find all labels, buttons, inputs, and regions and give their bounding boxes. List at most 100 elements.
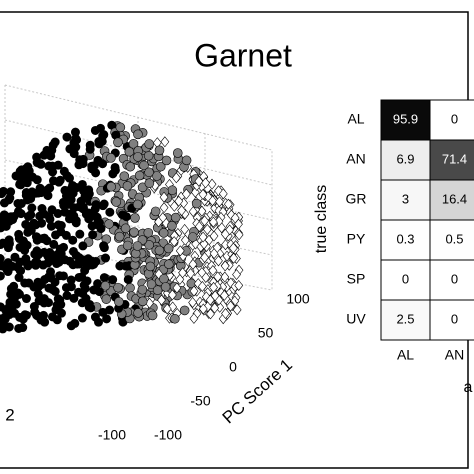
cell-label: 3 [402, 191, 409, 206]
point-decoration [209, 230, 219, 242]
point-decoration [137, 284, 148, 295]
point-decoration [130, 213, 140, 223]
point-decoration [228, 242, 238, 254]
point-decoration [132, 241, 143, 251]
x-tick-label: -100 [98, 427, 126, 443]
point-decoration [81, 294, 91, 304]
point-decoration [68, 235, 78, 245]
point-decoration [23, 259, 33, 269]
point-decoration [175, 245, 185, 257]
point-decoration [31, 232, 41, 242]
point-decoration [71, 142, 81, 152]
point-decoration [4, 310, 14, 320]
heatmap-cell [429, 179, 474, 221]
point-decoration [9, 281, 19, 291]
point-decoration [120, 223, 131, 234]
point-decoration [200, 251, 210, 263]
point-decoration [181, 188, 191, 200]
point-decoration [24, 225, 34, 235]
point-decoration [132, 199, 143, 210]
row-label: PY [347, 231, 366, 247]
heatmap-cell [429, 219, 474, 261]
point-decoration [49, 239, 59, 249]
point-decoration [91, 257, 101, 267]
point-decoration [144, 178, 155, 188]
point-decoration [144, 167, 154, 178]
point-decoration [114, 231, 125, 242]
point-decoration [143, 227, 154, 238]
point-decoration [121, 261, 131, 271]
point-decoration [32, 152, 42, 162]
point-decoration [221, 308, 230, 320]
point-decoration [178, 267, 187, 279]
point-decoration [14, 289, 24, 299]
point-decoration [187, 232, 198, 242]
point-decoration [169, 200, 179, 212]
point-decoration [0, 322, 7, 332]
point-decoration [220, 228, 230, 240]
point-decoration [125, 161, 136, 172]
point-decoration [49, 253, 59, 263]
cell-label: 6.9 [396, 151, 414, 166]
point-decoration [0, 271, 5, 281]
point-decoration [59, 166, 69, 176]
point-decoration [98, 131, 108, 141]
heatmap-cell [380, 299, 431, 341]
point-decoration [226, 277, 236, 289]
heatmap-cell [380, 219, 431, 261]
heatmap-cell [380, 259, 431, 301]
heatmap-cell [429, 259, 474, 301]
point-decoration [105, 207, 115, 217]
point-decoration [122, 240, 133, 251]
point-decoration [42, 236, 52, 246]
point-decoration [229, 252, 239, 264]
point-decoration [146, 279, 157, 290]
cell-label: 0 [451, 111, 458, 126]
point-decoration [16, 266, 26, 276]
y-axis-label: true class [313, 185, 330, 253]
point-decoration [226, 300, 235, 312]
point-decoration [29, 302, 39, 312]
point-decoration [62, 132, 72, 142]
point-decoration [75, 229, 85, 239]
point-cloud [0, 120, 244, 334]
point-decoration [194, 221, 204, 233]
point-decoration [167, 289, 177, 301]
point-decoration [98, 307, 108, 317]
point-decoration [0, 186, 8, 196]
point-decoration [188, 206, 198, 218]
point-decoration [189, 312, 199, 324]
point-decoration [100, 281, 111, 291]
point-decoration [5, 193, 15, 203]
point-decoration [155, 161, 166, 172]
x-axis-label: a [464, 379, 473, 396]
point-decoration [164, 259, 174, 270]
point-decoration [113, 282, 123, 293]
point-decoration [39, 310, 49, 320]
column-label: AL [397, 347, 414, 363]
point-decoration [15, 166, 25, 176]
point-decoration [31, 188, 41, 198]
point-decoration [133, 308, 143, 318]
point-decoration [143, 150, 154, 161]
point-decoration [37, 204, 47, 214]
point-decoration [56, 308, 66, 318]
point-decoration [134, 170, 145, 181]
point-decoration [10, 252, 20, 262]
point-decoration [27, 203, 37, 213]
point-decoration [232, 304, 242, 316]
point-decoration [158, 228, 169, 238]
point-decoration [154, 145, 165, 156]
point-decoration [180, 224, 190, 235]
point-decoration [220, 260, 230, 272]
point-decoration [208, 265, 218, 277]
point-decoration [108, 275, 118, 285]
point-decoration [123, 275, 133, 285]
heatmap-cell [380, 139, 431, 181]
point-decoration [122, 181, 133, 191]
point-decoration [68, 260, 78, 270]
point-decoration [48, 285, 58, 295]
point-decoration [188, 258, 198, 270]
column-label: AN [445, 347, 464, 363]
